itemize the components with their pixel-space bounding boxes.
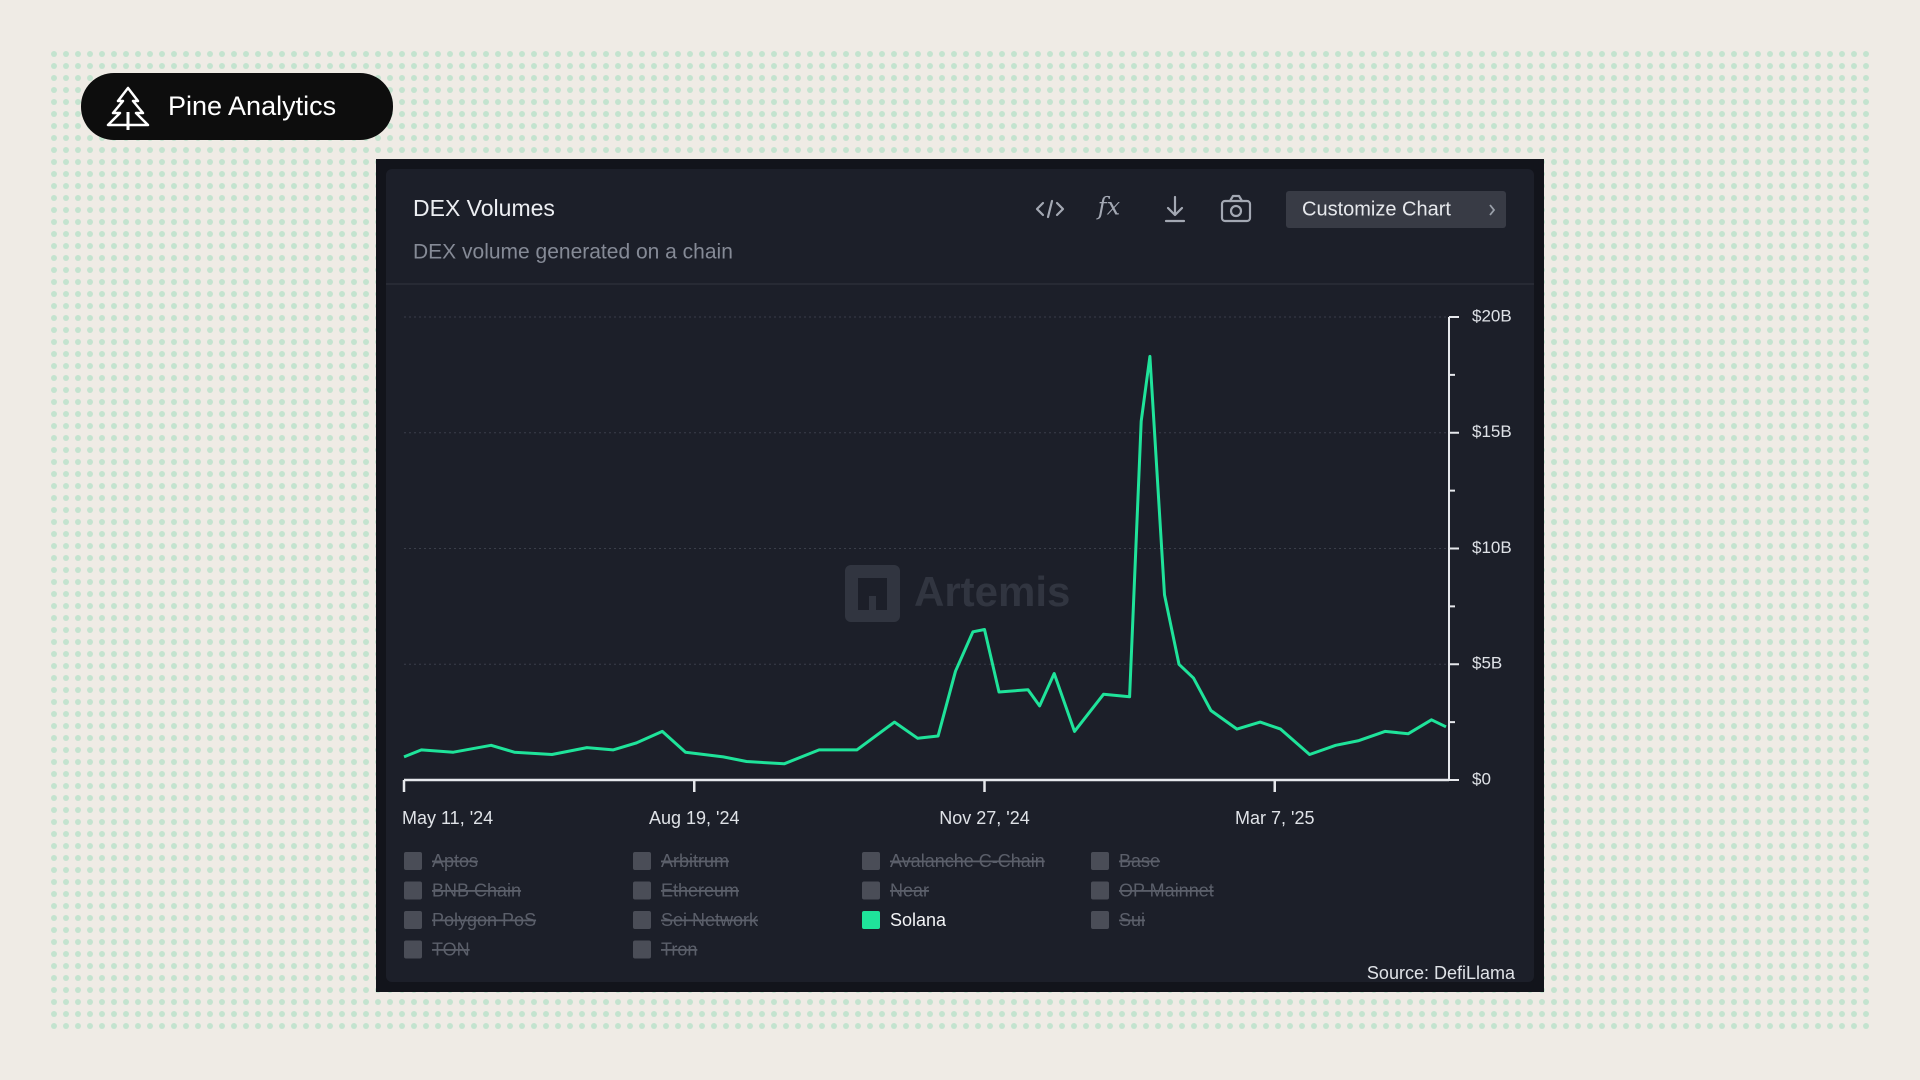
legend-swatch — [1091, 911, 1109, 929]
y-tick-label: $10B — [1472, 538, 1512, 557]
legend-label[interactable]: Ethereum — [661, 880, 739, 900]
y-tick-label: $5B — [1472, 654, 1502, 673]
legend-label[interactable]: Solana — [890, 910, 947, 930]
screenshot-icon[interactable] — [1220, 194, 1252, 223]
legend-label[interactable]: Base — [1119, 851, 1160, 871]
line-series — [403, 354, 1447, 766]
brand-pill: Pine Analytics — [81, 73, 393, 140]
customize-button[interactable]: Customize Chart — [1286, 191, 1506, 228]
legend-swatch — [1091, 881, 1109, 900]
legend-label[interactable]: BNB Chain — [432, 880, 521, 900]
legend-swatch — [633, 940, 651, 959]
legend-label[interactable]: Sei Network — [661, 910, 759, 930]
legend-label[interactable]: Near — [890, 880, 929, 900]
download-icon[interactable] — [1164, 195, 1186, 223]
brand-name: Pine Analytics — [168, 91, 336, 121]
button-label[interactable]: Customize Chart — [1302, 198, 1451, 220]
legend-swatch — [404, 852, 422, 870]
legend-swatch — [862, 881, 880, 900]
legend-swatch — [1091, 852, 1109, 870]
legend-label[interactable]: Sui — [1119, 910, 1145, 930]
legend-swatch — [862, 911, 880, 929]
legend-swatch — [633, 911, 651, 929]
y-tick-label: $20B — [1472, 306, 1512, 325]
legend-label[interactable]: OP Mainnet — [1119, 880, 1214, 900]
legend-label[interactable]: Tron — [661, 939, 697, 959]
x-tick-label: Nov 27, '24 — [939, 808, 1030, 828]
legend-swatch — [404, 940, 422, 959]
watermark-text: Artemis — [914, 568, 1070, 615]
chart-subtitle: DEX volume generated on a chain — [413, 241, 733, 264]
legend-swatch — [862, 852, 880, 870]
x-tick-label: May 11, '24 — [402, 808, 493, 828]
y-tick-label: $15B — [1472, 422, 1512, 441]
legend-label[interactable]: Arbitrum — [661, 851, 729, 871]
formula-icon[interactable]: fx — [1096, 193, 1121, 221]
legend-label[interactable]: TON — [432, 939, 470, 959]
legend-swatch — [404, 881, 422, 900]
watermark: Artemis — [845, 565, 1070, 622]
legend-swatch — [633, 881, 651, 900]
x-tick-label: Aug 19, '24 — [649, 808, 740, 828]
legend-swatch — [404, 911, 422, 929]
chart-title: DEX Volumes — [413, 195, 555, 221]
legend-swatch — [633, 852, 651, 870]
embed-icon[interactable] — [1035, 199, 1065, 219]
y-tick-label: $0 — [1472, 769, 1491, 788]
legend-label[interactable]: Polygon PoS — [432, 910, 536, 930]
x-tick-label: Mar 7, '25 — [1235, 808, 1314, 828]
legend-label[interactable]: Avalanche C-Chain — [890, 851, 1045, 871]
source-note: Source: DefiLlama — [1367, 963, 1516, 983]
legend-label[interactable]: Aptos — [432, 851, 478, 871]
